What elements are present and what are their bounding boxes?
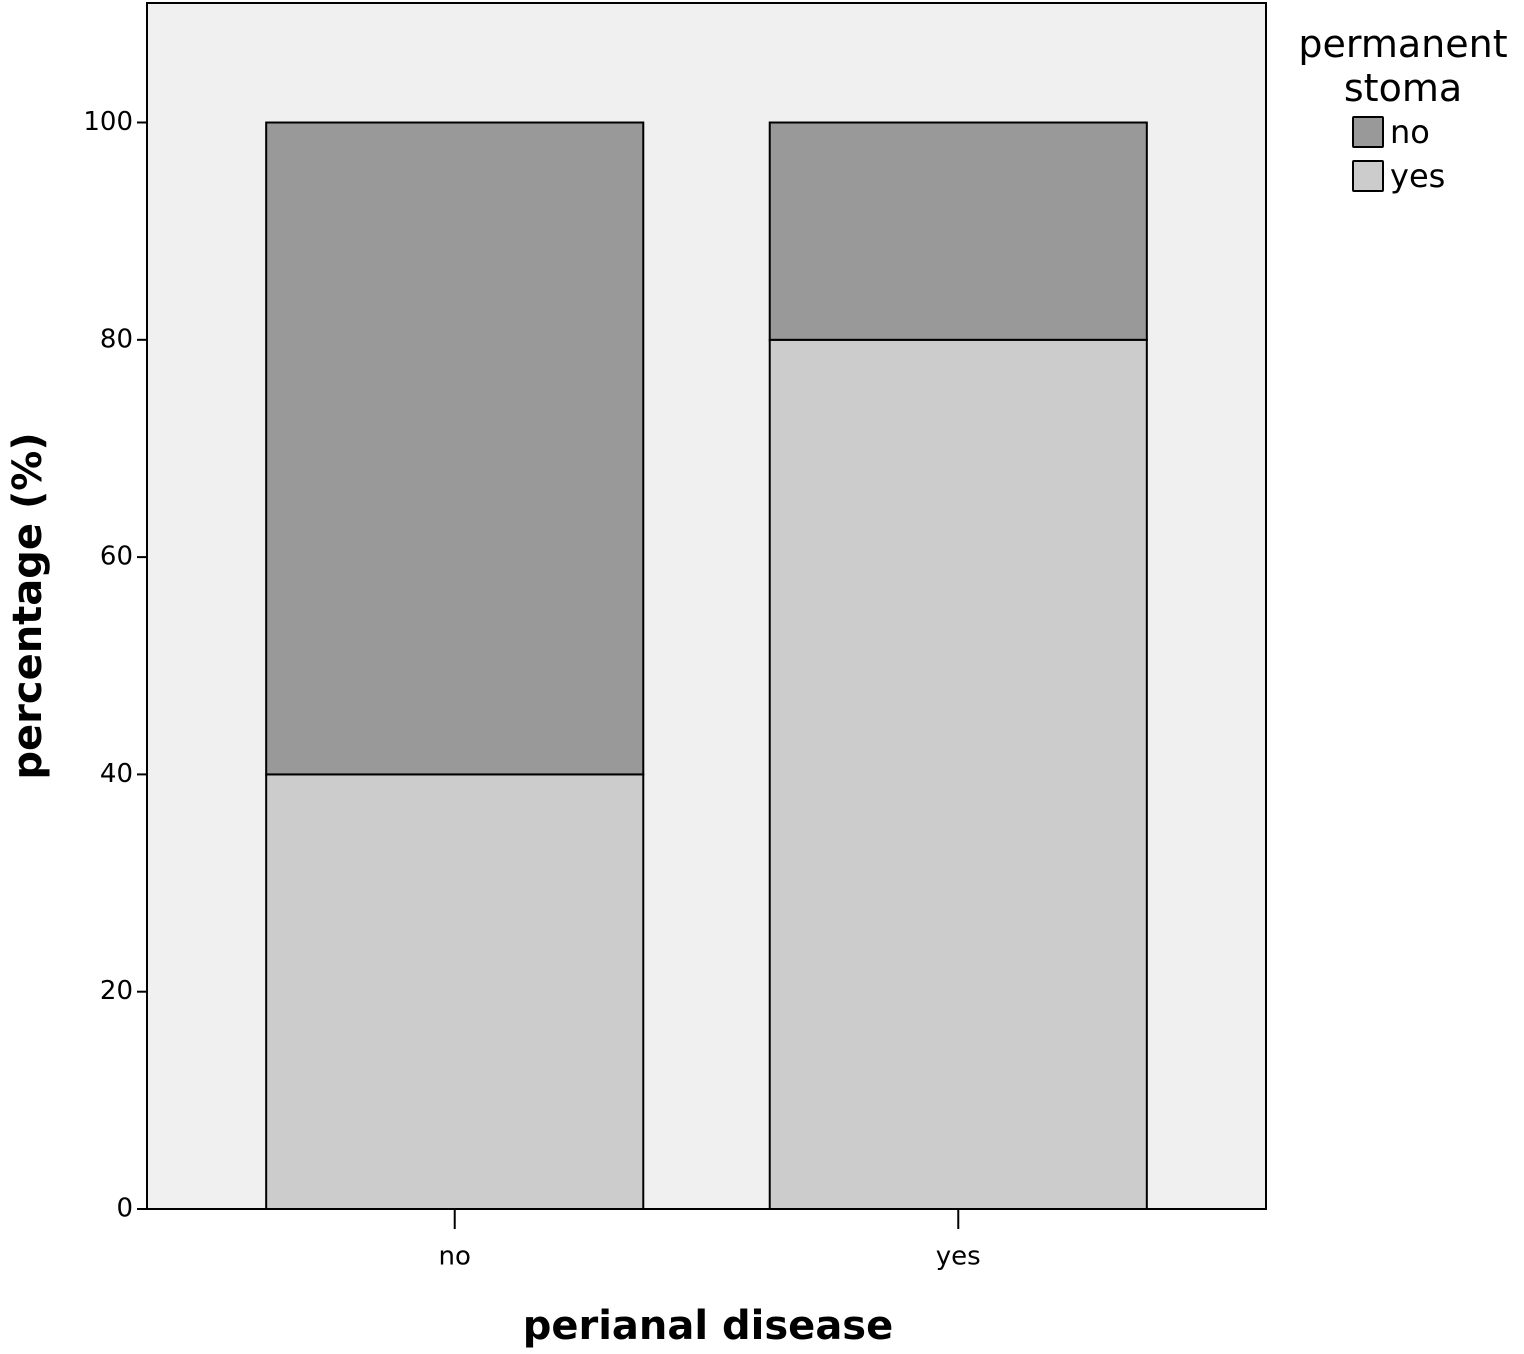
y-tick-label: 100	[83, 107, 133, 137]
x-tick-label: yes	[936, 1242, 981, 1272]
y-tick-label: 60	[100, 542, 133, 572]
bar-segment	[768, 338, 1148, 1211]
y-tick-label: 20	[100, 976, 133, 1006]
y-tick-label: 40	[100, 759, 133, 789]
legend-label: yes	[1390, 157, 1446, 195]
bar-segment	[768, 121, 1148, 341]
y-tick-label: 80	[100, 324, 133, 354]
legend-label: no	[1390, 113, 1430, 151]
legend-entry: no	[1352, 110, 1524, 154]
legend-entry: yes	[1352, 154, 1524, 198]
legend-swatch	[1352, 160, 1384, 192]
x-axis-title: perianal disease	[523, 1303, 894, 1349]
bar-segment	[265, 121, 645, 776]
legend-title: permanent stoma	[1298, 22, 1508, 110]
y-axis-title: percentage (%)	[5, 432, 51, 779]
legend: permanent stoma no yes	[1282, 22, 1524, 198]
bar-segment	[265, 773, 645, 1210]
x-tick-label: no	[439, 1242, 471, 1272]
legend-swatch	[1352, 116, 1384, 148]
y-tick-label: 0	[116, 1194, 133, 1224]
